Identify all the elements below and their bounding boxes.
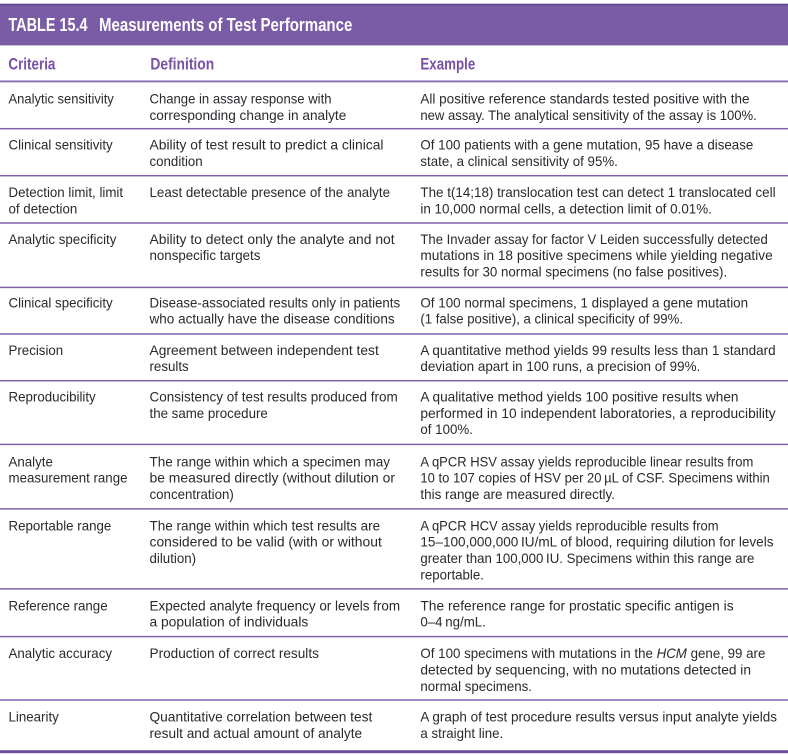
svg-text:Production of correct results: Production of correct results (150, 645, 319, 661)
svg-text:a population of individuals: a population of individuals (150, 614, 309, 630)
svg-text:Analytic accuracy: Analytic accuracy (9, 645, 113, 661)
svg-text:the same procedure: the same procedure (150, 405, 268, 421)
svg-text:of 100%.: of 100%. (420, 421, 473, 437)
svg-text:TABLE 15.4: TABLE 15.4 (8, 14, 88, 35)
svg-text:mutations in 18 positive speci: mutations in 18 positive specimens while… (420, 247, 773, 263)
svg-text:Expected analyte frequency or: Expected analyte frequency or levels fro… (150, 597, 401, 613)
svg-text:Definition: Definition (150, 55, 214, 74)
svg-text:of detection: of detection (9, 201, 78, 217)
svg-text:The Invader assay for factor V: The Invader assay for factor V Leiden su… (420, 231, 767, 247)
svg-text:The range within which test re: The range within which test results are (150, 517, 381, 533)
svg-text:results for 30 normal specimen: results for 30 normal specimens (no fals… (420, 263, 727, 279)
svg-text:condition: condition (150, 153, 203, 169)
svg-text:Clinical sensitivity: Clinical sensitivity (9, 137, 113, 153)
svg-text:A graph of test procedure resu: A graph of test procedure results versus… (420, 709, 777, 725)
svg-text:Precision: Precision (9, 342, 64, 358)
svg-text:The reference range for prosta: The reference range for prostatic specif… (420, 597, 733, 613)
svg-text:0–4 ng/mL.: 0–4 ng/mL. (420, 614, 486, 630)
svg-text:Reportable range: Reportable range (9, 517, 112, 533)
svg-text:Reference range: Reference range (9, 597, 108, 613)
svg-text:All positive reference standar: All positive reference standards tested … (420, 91, 749, 107)
svg-text:Of 100 patients with a gene mu: Of 100 patients with a gene mutation, 95… (420, 137, 753, 153)
svg-text:Reproducibility: Reproducibility (9, 389, 96, 405)
svg-text:who actually have the disease: who actually have the disease conditions (149, 311, 395, 327)
svg-text:Quantitative correlation betwe: Quantitative correlation between test (150, 709, 373, 725)
svg-text:Of 100 specimens with mutation: Of 100 specimens with mutations in the (420, 645, 656, 661)
svg-text:Of 100 normal specimens, 1 dis: Of 100 normal specimens, 1 displayed a g… (420, 294, 748, 310)
svg-text:performed in 10 independent la: performed in 10 independent laboratories… (420, 405, 775, 421)
svg-text:considered to be valid (with o: considered to be valid (with or without (150, 534, 382, 550)
svg-text:greater than 100,000 IU. Speci: greater than 100,000 IU. Specimens withi… (420, 550, 754, 566)
svg-text:Analytic specificity: Analytic specificity (9, 231, 117, 247)
svg-text:corresponding change in analyt: corresponding change in analyte (150, 107, 347, 123)
svg-text:A quantitative method yields 9: A quantitative method yields 99 results … (420, 342, 775, 358)
svg-text:this range are measured direct: this range are measured directly. (420, 486, 615, 502)
svg-text:measurement range: measurement range (9, 470, 128, 486)
svg-text:Ability of test result to pred: Ability of test result to predict a clin… (150, 137, 384, 153)
svg-text:Ability to detect only the ana: Ability to detect only the analyte and n… (150, 231, 395, 247)
svg-text:Example: Example (420, 55, 475, 74)
svg-text:Disease-associated results onl: Disease-associated results only in patie… (150, 294, 401, 310)
svg-text:Change in assay response with: Change in assay response with (150, 91, 332, 107)
svg-text:The t(14;18) translocation tes: The t(14;18) translocation test can dete… (420, 184, 775, 200)
svg-text:A qPCR HCV assay yields reprod: A qPCR HCV assay yields reproducible res… (420, 517, 718, 533)
svg-text:a straight line.: a straight line. (420, 725, 503, 741)
svg-text:results: results (150, 358, 189, 374)
svg-text:15–100,000,000 IU/mL of blood,: 15–100,000,000 IU/mL of blood, requiring… (420, 534, 773, 550)
svg-text:deviation apart in 100 runs, a: deviation apart in 100 runs, a precision… (420, 358, 700, 374)
svg-text:result and actual amount of an: result and actual amount of analyte (150, 725, 363, 741)
svg-text:Analytic sensitivity: Analytic sensitivity (9, 91, 114, 107)
svg-text:reportable.: reportable. (420, 566, 484, 582)
svg-text:A qPCR HSV assay yields reprod: A qPCR HSV assay yields reproducible lin… (420, 453, 753, 469)
svg-text:The range within which a speci: The range within which a specimen may (150, 453, 391, 469)
svg-text:gene, 99 are: gene, 99 are (687, 645, 766, 661)
svg-text:normal specimens.: normal specimens. (420, 678, 532, 694)
svg-text:Analyte: Analyte (9, 453, 54, 469)
svg-text:be measured directly (without: be measured directly (without dilution o… (150, 470, 396, 486)
svg-text:Least detectable presence of t: Least detectable presence of the analyte (150, 184, 391, 200)
svg-text:Detection limit, limit: Detection limit, limit (9, 184, 124, 200)
svg-text:concentration): concentration) (150, 486, 234, 502)
svg-text:in 10,000 normal cells, a dete: in 10,000 normal cells, a detection limi… (420, 201, 712, 217)
svg-text:Consistency of test results pr: Consistency of test results produced fro… (150, 389, 398, 405)
svg-text:state, a clinical sensitivity: state, a clinical sensitivity of 95%. (420, 153, 618, 169)
svg-text:Clinical specificity: Clinical specificity (9, 294, 113, 310)
svg-text:(1 false positive), a clinical: (1 false positive), a clinical specifici… (420, 311, 683, 327)
svg-text:Measurements of Test Performan: Measurements of Test Performance (99, 14, 352, 35)
svg-text:detected by sequencing, with n: detected by sequencing, with no mutation… (420, 662, 751, 678)
svg-text:new assay. The analytical sens: new assay. The analytical sensitivity of… (420, 107, 756, 123)
svg-text:A qualitative method yields 10: A qualitative method yields 100 positive… (420, 389, 738, 405)
svg-text:nonspecific targets: nonspecific targets (150, 247, 261, 263)
svg-text:10 to 107 copies of HSV per 20: 10 to 107 copies of HSV per 20 µL of CSF… (420, 470, 769, 486)
svg-text:HCM: HCM (657, 645, 688, 661)
svg-text:dilution): dilution) (150, 550, 197, 566)
svg-text:Criteria: Criteria (8, 55, 55, 74)
svg-text:Linearity: Linearity (9, 709, 59, 725)
svg-text:Agreement between independent: Agreement between independent test (150, 342, 379, 358)
